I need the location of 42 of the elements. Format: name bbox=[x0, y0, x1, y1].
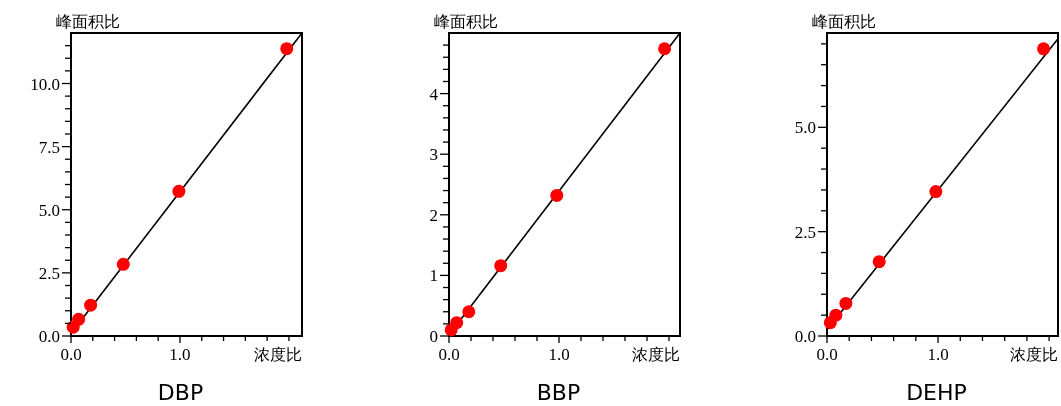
point bbox=[494, 259, 508, 273]
y-axis-title: 峰面积比 bbox=[812, 12, 876, 31]
y-tick-label: 0.0 bbox=[38, 327, 60, 346]
point bbox=[1037, 42, 1051, 56]
point bbox=[116, 257, 130, 271]
point bbox=[172, 184, 186, 198]
point bbox=[872, 255, 886, 269]
point bbox=[839, 296, 853, 310]
y-tick-label: 4 bbox=[429, 84, 439, 104]
point bbox=[550, 188, 564, 202]
y-tick-label: 2.5 bbox=[38, 263, 60, 283]
point bbox=[280, 42, 294, 56]
point bbox=[829, 308, 843, 322]
y-tick-label: 2 bbox=[429, 205, 438, 225]
y-tick-label: 5.0 bbox=[794, 118, 816, 138]
y-axis-title: 峰面积比 bbox=[434, 12, 498, 31]
point bbox=[658, 42, 672, 56]
y-tick-label: 3 bbox=[429, 145, 438, 165]
y-tick-label: 0.0 bbox=[794, 327, 816, 346]
x-tick-label: 0.0 bbox=[816, 345, 838, 364]
x-tick-label: 0.0 bbox=[60, 345, 82, 364]
x-axis-title: 浓度比 bbox=[632, 345, 680, 364]
point bbox=[72, 312, 86, 326]
x-tick-label: 1.0 bbox=[927, 345, 949, 364]
x-axis-title: 浓度比 bbox=[1010, 345, 1058, 364]
y-tick-label: 5.0 bbox=[38, 200, 60, 220]
point bbox=[450, 316, 464, 330]
point bbox=[462, 305, 476, 319]
y-tick-label: 7.5 bbox=[38, 137, 60, 157]
point bbox=[84, 298, 98, 312]
text: DBP bbox=[157, 380, 204, 405]
point bbox=[929, 185, 943, 199]
y-axis-title: 峰面积比 bbox=[56, 12, 120, 31]
x-tick-label: 1.0 bbox=[548, 345, 570, 364]
text: DEHP bbox=[906, 380, 967, 405]
y-tick-label: 10.0 bbox=[30, 74, 60, 94]
text: BBP bbox=[536, 380, 581, 405]
x-axis-title: 浓度比 bbox=[254, 345, 302, 364]
x-tick-label: 1.0 bbox=[169, 345, 191, 364]
y-tick-label: 0 bbox=[429, 327, 438, 346]
y-tick-label: 2.5 bbox=[794, 222, 816, 242]
y-tick-label: 1 bbox=[429, 266, 438, 286]
